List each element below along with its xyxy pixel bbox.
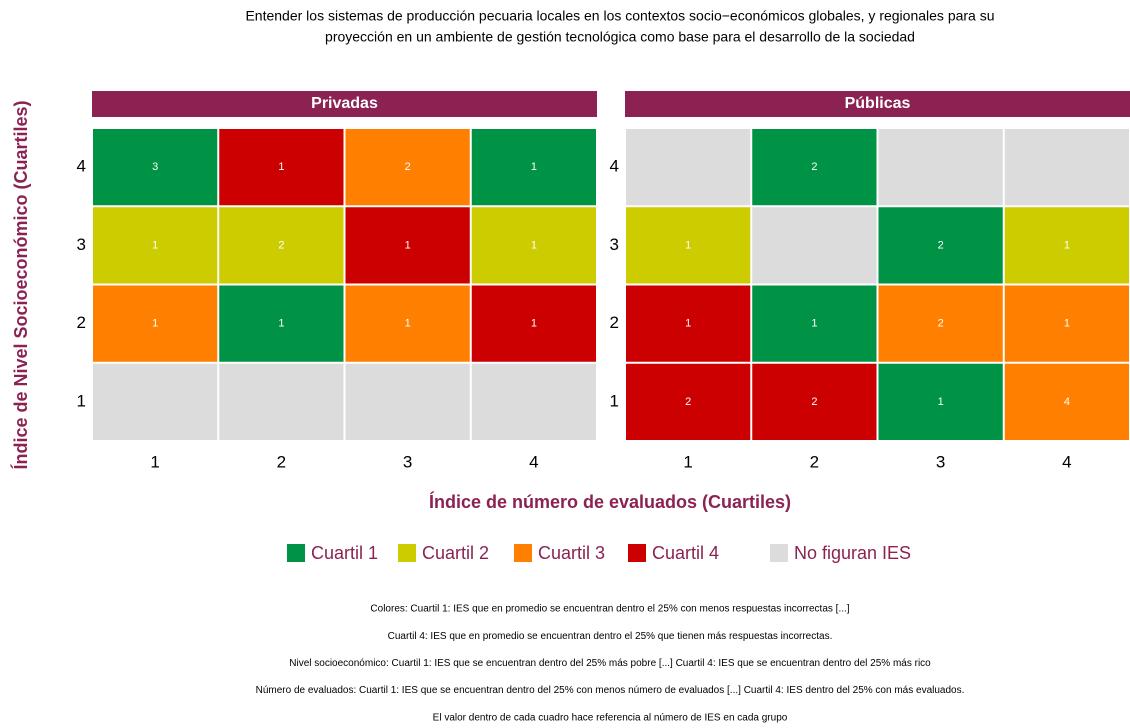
heat-cell — [878, 207, 1003, 284]
heat-cell — [626, 129, 751, 206]
cell-value: 2 — [811, 161, 817, 173]
cell-value: 1 — [152, 239, 158, 251]
legend-label: Cuartil 4 — [652, 543, 719, 563]
legend-swatch — [398, 544, 416, 562]
heat-cell — [626, 285, 751, 362]
facet-label: Públicas — [845, 95, 911, 112]
heat-cell — [93, 363, 218, 440]
cell-value: 1 — [1064, 318, 1070, 330]
cell-value: 1 — [531, 161, 537, 173]
y-tick-label: 3 — [77, 235, 86, 254]
y-tick-label: 2 — [610, 313, 619, 332]
heat-cell — [752, 207, 877, 284]
heat-cell — [345, 129, 470, 206]
x-axis-label: Índice de número de evaluados (Cuartiles… — [429, 491, 791, 512]
heat-cell — [345, 285, 470, 362]
heat-cell — [1004, 129, 1129, 206]
footnote: Colores: Cuartil 1: IES que en promedio … — [370, 604, 849, 615]
cell-value: 1 — [685, 239, 691, 251]
y-tick-label: 4 — [77, 157, 86, 176]
heat-cell — [219, 207, 344, 284]
cell-value: 3 — [152, 161, 158, 173]
y-tick-label: 1 — [610, 391, 619, 410]
y-tick-label: 1 — [77, 391, 86, 410]
cell-value: 1 — [685, 318, 691, 330]
heat-cell — [471, 285, 596, 362]
legend-label: Cuartil 1 — [311, 543, 378, 563]
legend-swatch — [770, 544, 788, 562]
cell-value: 1 — [531, 318, 537, 330]
x-tick-label: 4 — [1062, 452, 1071, 471]
heat-cell — [93, 285, 218, 362]
footnote: Número de evaluados: Cuartil 1: IES que … — [256, 685, 965, 696]
facet-strip — [625, 91, 1130, 117]
y-tick-label: 3 — [610, 235, 619, 254]
cell-value: 2 — [938, 318, 944, 330]
heat-cell — [345, 207, 470, 284]
cell-value: 4 — [1064, 396, 1070, 408]
facet-strip — [92, 91, 597, 117]
x-tick-label: 1 — [683, 452, 692, 471]
cell-value: 1 — [278, 318, 284, 330]
cell-value: 1 — [405, 318, 411, 330]
heat-cell — [219, 129, 344, 206]
x-tick-label: 4 — [529, 452, 538, 471]
cell-value: 2 — [405, 161, 411, 173]
heat-cell — [752, 363, 877, 440]
y-tick-label: 4 — [610, 157, 619, 176]
heat-cell — [471, 363, 596, 440]
heat-cell — [878, 363, 1003, 440]
cell-value: 1 — [278, 161, 284, 173]
heat-cell — [752, 285, 877, 362]
cell-value: 2 — [938, 239, 944, 251]
cell-value: 1 — [405, 239, 411, 251]
x-tick-label: 2 — [277, 452, 286, 471]
footnote: El valor dentro de cada cuadro hace refe… — [433, 712, 788, 723]
cell-value: 1 — [1064, 239, 1070, 251]
heat-cell — [93, 129, 218, 206]
y-tick-label: 2 — [77, 313, 86, 332]
legend-label: Cuartil 2 — [422, 543, 489, 563]
legend-swatch — [514, 544, 532, 562]
heat-cell — [752, 129, 877, 206]
x-tick-label: 3 — [936, 452, 945, 471]
legend-swatch — [628, 544, 646, 562]
legend-label: Cuartil 3 — [538, 543, 605, 563]
heat-cell — [1004, 363, 1129, 440]
footnote: Cuartil 4: IES que en promedio se encuen… — [388, 631, 833, 642]
x-tick-label: 2 — [810, 452, 819, 471]
cell-value: 1 — [811, 318, 817, 330]
cell-value: 2 — [278, 239, 284, 251]
heat-cell — [1004, 285, 1129, 362]
facet-label: Privadas — [311, 95, 378, 112]
chart-title: proyección en un ambiente de gestión tec… — [325, 29, 915, 45]
x-tick-label: 1 — [150, 452, 159, 471]
y-axis-label: Índice de Nivel Socioeconómico (Cuartile… — [10, 100, 31, 469]
cell-value: 2 — [685, 396, 691, 408]
heat-cell — [471, 129, 596, 206]
footnote: Nivel socioeconómico: Cuartil 1: IES que… — [289, 658, 931, 669]
heat-cell — [345, 363, 470, 440]
heat-cell — [219, 285, 344, 362]
heat-cell — [471, 207, 596, 284]
heat-cell — [1004, 207, 1129, 284]
x-tick-label: 3 — [403, 452, 412, 471]
heat-cell — [93, 207, 218, 284]
cell-value: 1 — [531, 239, 537, 251]
chart-title: Entender los sistemas de producción pecu… — [245, 8, 994, 24]
cell-value: 1 — [152, 318, 158, 330]
heat-cell — [219, 363, 344, 440]
cell-value: 1 — [938, 396, 944, 408]
heat-cell — [626, 363, 751, 440]
heat-cell — [878, 285, 1003, 362]
heat-cell — [626, 207, 751, 284]
legend-swatch — [287, 544, 305, 562]
legend-label: No figuran IES — [794, 543, 911, 563]
cell-value: 2 — [811, 396, 817, 408]
heat-cell — [878, 129, 1003, 206]
